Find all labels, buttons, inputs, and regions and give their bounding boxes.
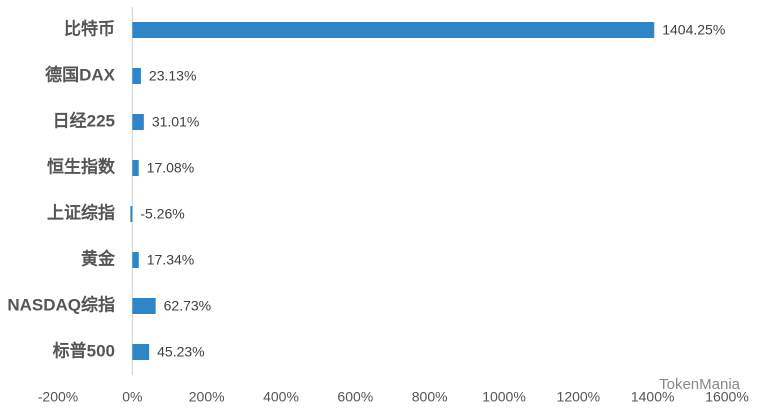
value-label: 62.73% — [164, 298, 211, 314]
bar — [132, 344, 150, 360]
x-tick-label: 600% — [337, 389, 373, 405]
value-label: 17.34% — [147, 252, 194, 268]
x-tick-label: 1600% — [705, 389, 749, 405]
y-tick-label: 标普500 — [53, 340, 115, 360]
y-tick-label: 恒生指数 — [47, 156, 116, 176]
x-tick-label: -200% — [38, 389, 78, 405]
y-tick-label: 德国DAX — [45, 64, 116, 84]
value-label: -5.26% — [140, 206, 184, 222]
x-tick-label: 400% — [263, 389, 299, 405]
bar — [132, 298, 156, 314]
y-tick-label: 日经225 — [53, 110, 115, 130]
bar — [132, 22, 655, 38]
bar — [132, 160, 139, 176]
y-tick-label: 上证综指 — [47, 202, 115, 222]
value-label: 45.23% — [157, 344, 204, 360]
x-tick-label: 1000% — [482, 389, 526, 405]
y-tick-label: 黄金 — [81, 248, 116, 268]
x-tick-label: 200% — [189, 389, 225, 405]
bar — [130, 206, 133, 222]
y-tick-label: 比特币 — [64, 18, 115, 38]
value-label: 1404.25% — [662, 22, 725, 38]
bar — [132, 114, 144, 130]
x-tick-label: 1200% — [557, 389, 601, 405]
x-tick-label: 1400% — [631, 389, 675, 405]
bar — [132, 68, 141, 84]
x-tick-label: 800% — [412, 389, 448, 405]
y-tick-label: NASDAQ综指 — [7, 294, 115, 314]
bar — [132, 252, 139, 268]
x-tick-label: 0% — [122, 389, 142, 405]
value-label: 17.08% — [147, 160, 194, 176]
watermark: TokenMania — [659, 376, 741, 393]
value-label: 31.01% — [152, 114, 199, 130]
value-label: 23.13% — [149, 68, 196, 84]
